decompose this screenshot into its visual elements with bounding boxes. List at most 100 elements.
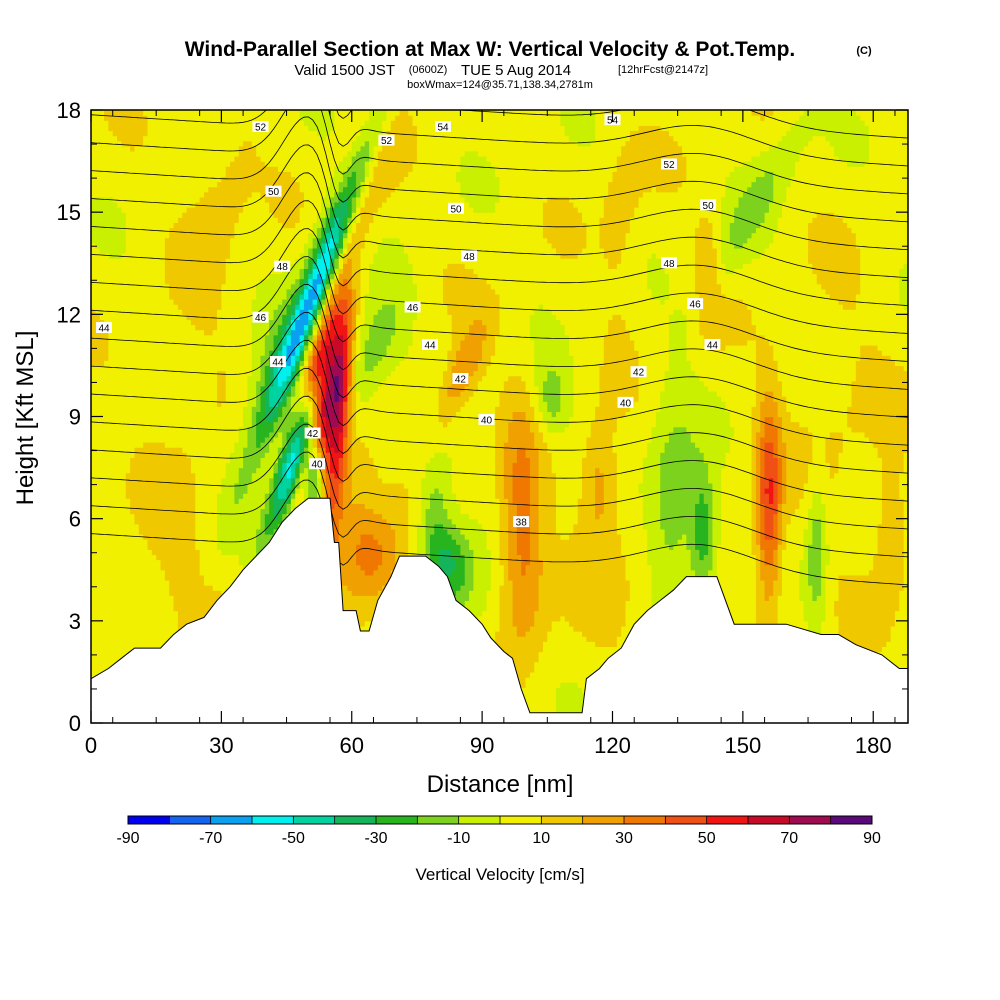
w-cell: [147, 182, 152, 188]
w-cell: [200, 207, 205, 213]
w-cell: [178, 207, 183, 213]
w-cell: [130, 585, 135, 591]
w-cell: [134, 626, 139, 632]
w-cell: [260, 457, 265, 463]
w-cell: [95, 600, 100, 606]
w-cell: [182, 279, 187, 285]
w-cell: [134, 202, 139, 208]
w-cell: [174, 401, 179, 407]
w-cell: [200, 437, 205, 443]
w-cell: [191, 309, 196, 315]
w-cell: [121, 468, 126, 474]
w-cell: [143, 130, 148, 136]
w-cell: [126, 381, 131, 387]
w-cell: [147, 427, 152, 433]
w-cell: [243, 125, 248, 131]
w-cell: [104, 616, 109, 622]
w-cell: [213, 355, 218, 361]
w-cell: [182, 197, 187, 203]
w-cell: [147, 325, 152, 331]
w-cell: [234, 304, 239, 310]
w-cell: [117, 202, 122, 208]
w-cell: [221, 197, 226, 203]
w-cell: [230, 284, 235, 290]
w-cell: [165, 161, 170, 167]
w-cell: [187, 294, 192, 300]
w-cell: [126, 376, 131, 382]
w-cell: [95, 462, 100, 468]
w-cell: [221, 309, 226, 315]
w-cell: [108, 498, 113, 504]
w-cell: [152, 468, 157, 474]
w-cell: [174, 365, 179, 371]
w-cell: [230, 575, 235, 581]
w-cell: [147, 626, 152, 632]
w-cell: [252, 488, 257, 494]
w-cell: [104, 401, 109, 407]
w-cell: [100, 539, 105, 545]
w-cell: [178, 273, 183, 279]
w-cell: [200, 554, 205, 560]
w-cell: [104, 130, 109, 136]
w-cell: [217, 227, 222, 233]
w-cell: [117, 258, 122, 264]
w-cell: [100, 646, 105, 652]
w-cell: [161, 606, 166, 612]
w-cell: [113, 565, 118, 571]
w-cell: [152, 401, 157, 407]
w-cell: [178, 560, 183, 566]
w-cell: [200, 560, 205, 566]
w-cell: [221, 381, 226, 387]
w-cell: [213, 365, 218, 371]
w-cell: [243, 519, 248, 525]
w-cell: [95, 233, 100, 239]
w-cell: [130, 483, 135, 489]
w-cell: [108, 268, 113, 274]
w-cell: [239, 437, 244, 443]
w-cell: [191, 519, 196, 525]
w-cell: [100, 151, 105, 157]
w-cell: [256, 360, 261, 366]
w-cell: [108, 376, 113, 382]
w-cell: [204, 146, 209, 152]
w-cell: [165, 381, 170, 387]
w-cell: [104, 452, 109, 458]
w-cell: [169, 330, 174, 336]
w-cell: [104, 151, 109, 157]
w-cell: [213, 519, 218, 525]
w-cell: [226, 125, 231, 131]
w-cell: [182, 478, 187, 484]
w-cell: [243, 417, 248, 423]
w-cell: [165, 575, 170, 581]
w-cell: [161, 371, 166, 377]
w-cell: [256, 442, 261, 448]
w-cell: [178, 365, 183, 371]
w-cell: [234, 227, 239, 233]
w-cell: [226, 437, 231, 443]
w-cell: [247, 544, 252, 550]
w-cell: [134, 514, 139, 520]
w-cell: [117, 268, 122, 274]
w-cell: [226, 289, 231, 295]
w-cell: [213, 171, 218, 177]
w-cell: [187, 432, 192, 438]
w-cell: [139, 120, 144, 126]
w-cell: [191, 590, 196, 596]
w-cell: [113, 503, 118, 509]
w-cell: [234, 406, 239, 412]
w-cell: [134, 161, 139, 167]
w-cell: [130, 411, 135, 417]
w-cell: [204, 401, 209, 407]
w-cell: [191, 289, 196, 295]
w-cell: [100, 263, 105, 269]
w-cell: [191, 207, 196, 213]
w-cell: [165, 197, 170, 203]
w-cell: [117, 651, 122, 657]
w-cell: [221, 222, 226, 228]
w-cell: [234, 437, 239, 443]
w-cell: [104, 508, 109, 514]
w-cell: [234, 207, 239, 213]
w-cell: [256, 151, 261, 157]
w-cell: [187, 171, 192, 177]
w-cell: [152, 319, 157, 325]
